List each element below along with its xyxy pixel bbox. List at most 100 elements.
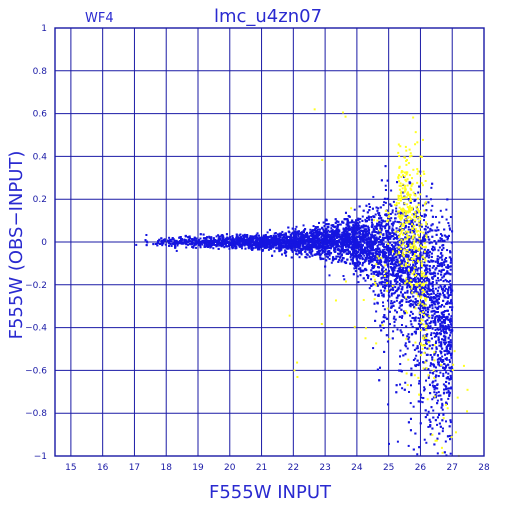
data-point-blue <box>448 265 451 268</box>
data-point-blue <box>341 259 344 262</box>
data-point-blue <box>357 281 360 284</box>
data-point-blue <box>430 209 433 212</box>
data-point-blue <box>448 301 451 304</box>
data-point-blue <box>241 240 244 243</box>
data-point-blue <box>431 358 434 361</box>
data-point-blue <box>361 219 364 222</box>
data-point-blue <box>392 228 395 231</box>
data-point-blue <box>423 219 426 222</box>
data-point-blue <box>356 263 359 266</box>
data-point-blue <box>403 247 406 250</box>
data-point-blue <box>363 241 366 244</box>
data-point-blue <box>315 227 318 230</box>
data-point-blue <box>387 403 390 406</box>
data-point-blue <box>234 247 237 250</box>
data-point-blue <box>329 247 332 250</box>
data-point-blue <box>208 235 211 238</box>
data-point-blue <box>439 316 442 319</box>
data-point-blue <box>420 304 423 307</box>
data-point-blue <box>359 267 362 270</box>
data-point-blue <box>285 235 288 238</box>
data-point-blue <box>377 243 380 246</box>
data-point-blue <box>412 317 415 320</box>
data-point-blue <box>392 263 395 266</box>
data-point-blue <box>395 264 398 267</box>
data-point-blue <box>324 223 327 226</box>
data-point-blue <box>442 291 445 294</box>
data-point-blue <box>424 284 427 287</box>
data-point-blue <box>378 223 381 226</box>
data-point-blue <box>434 306 437 309</box>
data-point-blue <box>377 207 380 210</box>
data-point-blue <box>433 384 436 387</box>
data-point-blue <box>449 323 452 326</box>
data-point-blue <box>425 209 428 212</box>
data-point-blue <box>164 243 167 246</box>
data-point-blue <box>236 243 239 246</box>
data-point-blue <box>229 238 232 241</box>
data-point-blue <box>379 259 382 262</box>
data-point-blue <box>384 284 387 287</box>
data-point-blue <box>381 276 384 279</box>
data-point-blue <box>443 258 446 261</box>
data-point-blue <box>441 355 444 358</box>
data-point-blue <box>416 211 419 214</box>
data-point-blue <box>424 225 427 228</box>
data-point-blue <box>252 237 255 240</box>
data-point-blue <box>359 217 362 220</box>
data-point-blue <box>435 233 438 236</box>
data-point-blue <box>338 239 341 242</box>
data-point-blue <box>400 316 403 319</box>
data-point-blue <box>247 237 250 240</box>
data-point-blue <box>281 242 284 245</box>
data-point-blue <box>433 312 436 315</box>
data-point-blue <box>328 230 331 233</box>
data-point-blue <box>446 326 449 329</box>
data-point-blue <box>426 306 429 309</box>
data-point-blue <box>449 346 452 349</box>
data-point-blue <box>402 334 405 337</box>
data-point-blue <box>430 255 433 258</box>
data-point-blue <box>366 255 369 258</box>
data-point-blue <box>431 296 434 299</box>
data-point-blue <box>428 242 431 245</box>
data-point-blue <box>444 325 447 328</box>
data-point-blue <box>331 241 334 244</box>
data-point-blue <box>420 225 423 228</box>
data-point-blue <box>333 249 336 252</box>
data-point-blue <box>449 367 452 370</box>
data-point-blue <box>154 242 157 245</box>
data-point-blue <box>394 213 397 216</box>
data-point-blue <box>383 201 386 204</box>
data-point-blue <box>249 245 252 248</box>
data-point-blue <box>351 258 354 261</box>
data-point-blue <box>206 236 209 239</box>
data-point-blue <box>450 324 453 327</box>
data-point-blue <box>220 243 223 246</box>
data-point-blue <box>227 245 230 248</box>
data-point-blue <box>394 278 397 281</box>
data-point-blue <box>421 401 424 404</box>
data-point-blue <box>441 265 444 268</box>
data-point-blue <box>432 409 435 412</box>
data-point-blue <box>396 246 399 249</box>
data-point-blue <box>355 232 358 235</box>
data-point-blue <box>312 231 315 234</box>
data-point-blue <box>438 246 441 249</box>
data-point-blue <box>356 246 359 249</box>
data-point-blue <box>437 311 440 314</box>
data-point-blue <box>421 306 424 309</box>
data-point-blue <box>383 248 386 251</box>
data-point-blue <box>446 249 449 252</box>
data-point-blue <box>398 306 401 309</box>
data-point-blue <box>388 250 391 253</box>
data-point-blue <box>377 212 380 215</box>
data-point-blue <box>374 213 377 216</box>
data-point-blue <box>448 328 451 331</box>
data-point-blue <box>439 278 442 281</box>
data-point-blue <box>249 235 252 238</box>
data-point-blue <box>428 279 431 282</box>
data-point-blue <box>314 229 317 232</box>
data-point-blue <box>156 242 159 245</box>
data-point-blue <box>407 228 410 231</box>
